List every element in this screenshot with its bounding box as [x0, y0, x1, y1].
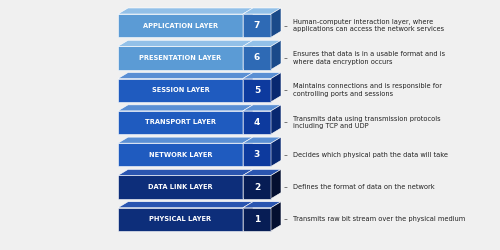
Text: TRANSPORT LAYER: TRANSPORT LAYER	[145, 120, 216, 126]
Polygon shape	[271, 8, 281, 37]
Polygon shape	[243, 40, 253, 70]
Polygon shape	[243, 8, 253, 37]
Text: Transmits raw bit stream over the physical medium: Transmits raw bit stream over the physic…	[293, 216, 465, 222]
Polygon shape	[243, 40, 281, 46]
Polygon shape	[271, 170, 281, 199]
Polygon shape	[118, 208, 243, 231]
Polygon shape	[243, 105, 253, 134]
Text: NETWORK LAYER: NETWORK LAYER	[149, 152, 212, 158]
Text: 6: 6	[254, 54, 260, 62]
Text: Defines the format of data on the network: Defines the format of data on the networ…	[293, 184, 434, 190]
Polygon shape	[118, 72, 253, 78]
Text: Ensures that data is in a usable format and is
where data encryption occurs: Ensures that data is in a usable format …	[293, 51, 445, 65]
Polygon shape	[118, 170, 253, 175]
Text: 7: 7	[254, 21, 260, 30]
Text: 5: 5	[254, 86, 260, 95]
Text: Transmits data using transmission protocols
including TCP and UDP: Transmits data using transmission protoc…	[293, 116, 440, 129]
Text: Decides which physical path the data will take: Decides which physical path the data wil…	[293, 152, 448, 158]
Polygon shape	[243, 72, 253, 102]
Text: 2: 2	[254, 182, 260, 192]
Text: APPLICATION LAYER: APPLICATION LAYER	[143, 22, 218, 28]
Polygon shape	[243, 105, 281, 111]
Text: 4: 4	[254, 118, 260, 127]
Polygon shape	[243, 143, 271, 167]
Polygon shape	[118, 176, 243, 199]
Polygon shape	[118, 46, 243, 70]
Polygon shape	[243, 137, 253, 166]
Polygon shape	[118, 137, 253, 143]
Text: Maintains connections and is responsible for
controlling ports and sessions: Maintains connections and is responsible…	[293, 83, 442, 97]
Text: Human-computer interaction layer, where
applications can access the network serv: Human-computer interaction layer, where …	[293, 19, 444, 32]
Polygon shape	[243, 137, 281, 143]
Polygon shape	[118, 14, 243, 37]
Polygon shape	[243, 170, 253, 199]
Polygon shape	[271, 105, 281, 134]
Polygon shape	[118, 202, 253, 208]
Polygon shape	[243, 202, 253, 231]
Polygon shape	[243, 208, 271, 231]
Polygon shape	[243, 72, 281, 78]
Polygon shape	[243, 46, 271, 70]
Polygon shape	[243, 14, 271, 37]
Polygon shape	[271, 202, 281, 231]
Polygon shape	[118, 8, 253, 14]
Polygon shape	[243, 8, 281, 14]
Polygon shape	[118, 78, 243, 102]
Polygon shape	[243, 111, 271, 134]
Text: PRESENTATION LAYER: PRESENTATION LAYER	[140, 55, 222, 61]
Text: PHYSICAL LAYER: PHYSICAL LAYER	[150, 216, 212, 222]
Polygon shape	[243, 176, 271, 199]
Polygon shape	[243, 170, 281, 175]
Polygon shape	[243, 202, 281, 208]
Polygon shape	[118, 143, 243, 167]
Polygon shape	[118, 105, 253, 111]
Polygon shape	[271, 40, 281, 70]
Polygon shape	[243, 78, 271, 102]
Text: 3: 3	[254, 150, 260, 159]
Text: SESSION LAYER: SESSION LAYER	[152, 87, 210, 93]
Polygon shape	[271, 137, 281, 166]
Text: 1: 1	[254, 215, 260, 224]
Polygon shape	[118, 40, 253, 46]
Text: DATA LINK LAYER: DATA LINK LAYER	[148, 184, 213, 190]
Polygon shape	[118, 111, 243, 134]
Polygon shape	[271, 72, 281, 102]
